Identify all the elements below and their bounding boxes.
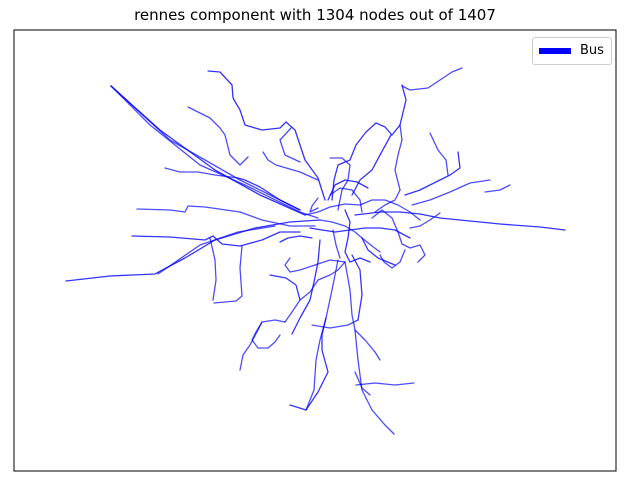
bus-route-edge xyxy=(279,235,313,243)
bus-route-edge xyxy=(291,239,321,335)
bus-route-edge xyxy=(269,274,301,301)
bus-route-edge xyxy=(319,219,381,253)
bus-route-edge xyxy=(110,85,301,211)
bus-route-edge xyxy=(351,254,363,321)
bus-route-edge xyxy=(354,211,566,231)
chart-title: rennes component with 1304 nodes out of … xyxy=(134,6,496,24)
bus-route-edge xyxy=(110,85,306,216)
bus-route-edge xyxy=(304,199,421,221)
bus-route-edge xyxy=(284,257,346,273)
bus-route-edge xyxy=(329,157,351,211)
legend-label-bus: Bus xyxy=(580,43,604,58)
bus-route-edge xyxy=(332,229,341,259)
bus-route-edge xyxy=(344,261,395,435)
legend: Bus xyxy=(532,37,612,65)
bus-route-edge xyxy=(309,197,319,213)
plot-frame xyxy=(13,29,617,472)
bus-route-edge xyxy=(409,212,441,229)
bus-route-edge xyxy=(209,237,217,301)
bus-route-edge xyxy=(401,67,463,91)
legend-swatch-bus xyxy=(539,48,571,54)
bus-route-edge xyxy=(411,179,491,206)
bus-route-edge xyxy=(327,179,369,201)
bus-route-edge xyxy=(354,329,381,361)
bus-route-edge xyxy=(379,249,406,269)
bus-route-edge xyxy=(237,177,301,211)
bus-route-edge xyxy=(279,127,301,163)
bus-route-edge xyxy=(262,151,319,181)
bus-route-edge xyxy=(355,382,415,386)
bus-route-edge xyxy=(361,237,396,266)
bus-route-edge xyxy=(351,134,392,196)
bus-route-edge xyxy=(484,184,511,193)
bus-route-edge xyxy=(354,371,371,396)
bus-route-edge xyxy=(284,261,346,323)
bus-route-edge xyxy=(131,231,301,247)
bus-route-edge xyxy=(309,227,411,239)
bus-route-edge xyxy=(371,209,426,263)
bus-route-edge xyxy=(65,219,321,282)
bus-route-edge xyxy=(251,319,286,349)
bus-route-edge xyxy=(164,167,239,179)
bus-route-edge xyxy=(329,187,363,213)
bus-route-edge xyxy=(305,259,339,411)
bus-route-edge xyxy=(136,205,316,227)
bus-route-edge xyxy=(374,189,401,213)
bus-route-edge xyxy=(157,225,276,275)
bus-route-edge xyxy=(239,321,263,371)
bus-route-edge xyxy=(394,124,403,191)
bus-route-edge xyxy=(289,317,329,411)
bus-route-edge xyxy=(110,85,319,219)
bus-route-edge xyxy=(311,319,359,329)
bus-route-edge xyxy=(213,245,243,304)
bus-route-edge xyxy=(207,70,326,201)
edge-layer xyxy=(65,67,566,435)
bus-route-edge xyxy=(429,132,449,176)
bus-route-edge xyxy=(331,84,407,201)
bus-route-edge xyxy=(187,106,249,166)
bus-route-edge xyxy=(404,151,461,196)
bus-route-edge xyxy=(344,209,371,263)
